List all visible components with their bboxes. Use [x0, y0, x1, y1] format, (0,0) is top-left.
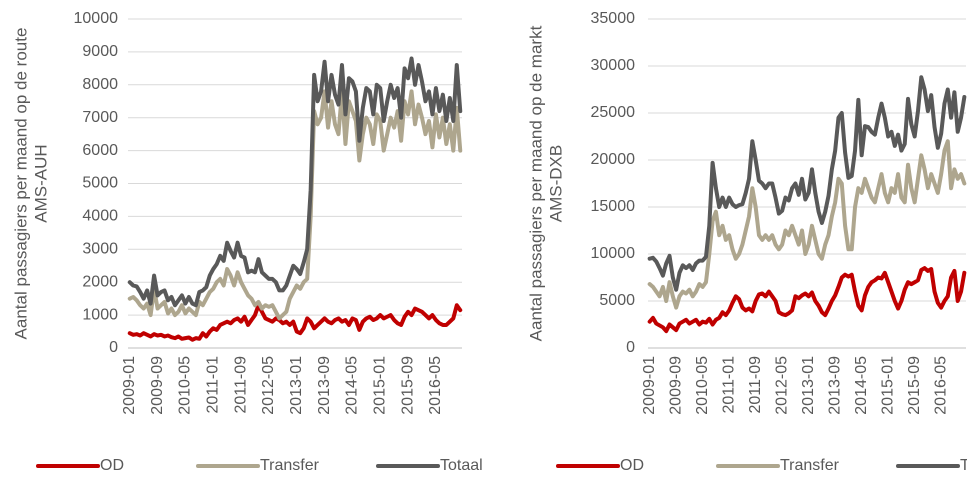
chart: 0 5000 10000 15000 20000 25000 30000 35000 2009-… — [526, 10, 967, 474]
x-tick-label: 2015-09 — [906, 356, 923, 415]
y-axis-label: Aantal passagiers per maand op de markt — [526, 25, 545, 341]
x-tick-label: 2011-01 — [720, 356, 737, 414]
y-tick-label: 9000 — [82, 43, 118, 60]
series-line — [647, 75, 967, 292]
y-tick-label: 7000 — [82, 109, 118, 126]
x-tick-label: 2014-05 — [344, 356, 361, 415]
chart: 0 1000 2000 3000 4000 5000 6000 7000 8000 9000 100… — [11, 10, 482, 474]
legend-label: Transfer — [260, 457, 320, 474]
x-tick-label: 2015-09 — [399, 356, 416, 415]
y-tick-label: 2000 — [82, 273, 118, 290]
series-line — [647, 139, 967, 310]
y-tick-label: 6000 — [82, 142, 118, 159]
y-tick-label: 30000 — [591, 57, 636, 74]
x-tick-label: 2011-01 — [204, 356, 221, 414]
x-tick-label: 2010-05 — [694, 356, 711, 415]
y-tick-label: 4000 — [82, 208, 118, 225]
y-axis-label: AMS-DXB — [546, 145, 565, 222]
x-tick-label: 2009-01 — [121, 356, 138, 415]
legend-label: Transfer — [780, 457, 840, 474]
y-tick-label: 8000 — [82, 76, 118, 93]
y-tick-label: 1000 — [82, 306, 118, 323]
x-tick-label: 2009-01 — [641, 356, 658, 415]
x-tick-label: 2014-05 — [853, 356, 870, 415]
x-tick-label: 2016-05 — [932, 356, 949, 415]
y-tick-label: 3000 — [82, 241, 118, 258]
x-tick-label: 2009-09 — [667, 356, 684, 415]
y-tick-label: 0 — [626, 339, 635, 356]
x-tick-label: 2015-01 — [879, 356, 896, 415]
y-tick-label: 5000 — [82, 175, 118, 192]
x-tick-label: 2012-05 — [773, 356, 790, 415]
y-tick-label: 5000 — [599, 292, 635, 309]
legend-label: OD — [620, 457, 644, 474]
y-tick-label: 10000 — [591, 245, 636, 262]
x-tick-label: 2010-05 — [177, 356, 194, 415]
series-line — [127, 89, 463, 321]
x-tick-label: 2009-09 — [149, 356, 166, 415]
y-axis-label: Aantal passagiers per maand op de route — [11, 28, 30, 340]
legend-label: Totaal — [440, 457, 483, 474]
series-line — [127, 56, 463, 308]
x-tick-label: 2012-05 — [260, 356, 277, 415]
y-tick-label: 35000 — [591, 10, 636, 27]
y-tick-label: 20000 — [591, 151, 636, 168]
x-tick-label: 2013-01 — [800, 356, 817, 415]
x-tick-label: 2013-09 — [826, 356, 843, 415]
x-tick-label: 2015-01 — [371, 356, 388, 415]
y-tick-label: 15000 — [591, 198, 636, 215]
x-tick-label: 2011-09 — [232, 356, 249, 414]
y-axis-label: AMS-AUH — [31, 144, 50, 222]
legend-label: Totaal — [960, 457, 967, 474]
y-tick-label: 10000 — [74, 10, 119, 27]
x-tick-label: 2013-09 — [316, 356, 333, 415]
x-tick-label: 2011-09 — [747, 356, 764, 414]
x-tick-label: 2016-05 — [427, 356, 444, 415]
y-tick-label: 0 — [109, 339, 118, 356]
legend-label: OD — [100, 457, 124, 474]
series-line — [127, 303, 463, 342]
y-tick-label: 25000 — [591, 104, 636, 121]
series-line — [647, 266, 967, 334]
x-tick-label: 2013-01 — [288, 356, 305, 415]
